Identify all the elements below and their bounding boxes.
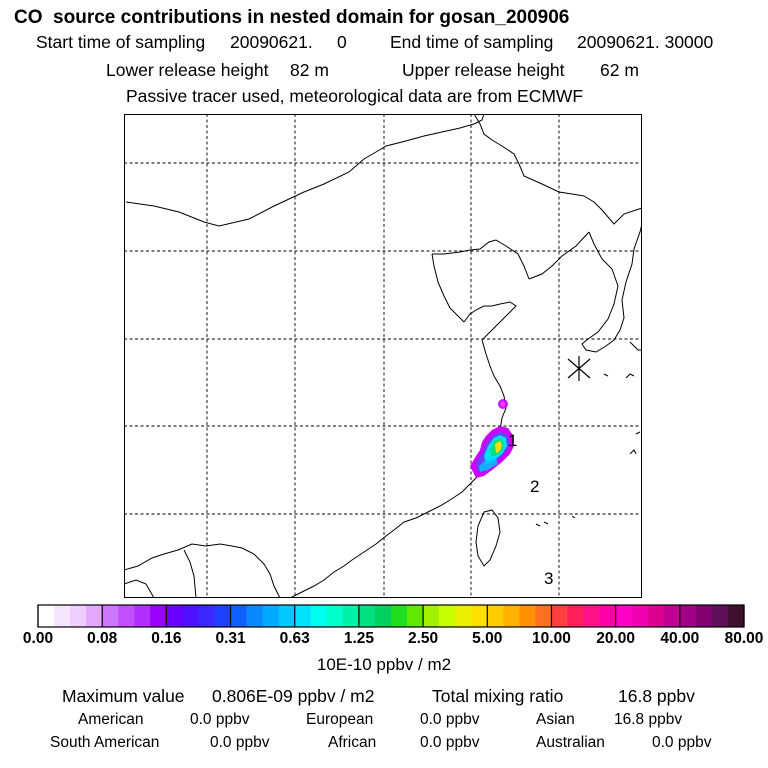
colorbar-swatch [374,605,392,627]
colorbar-swatch [182,605,199,627]
tracer-note: Passive tracer used, meteorological data… [126,86,584,106]
colorbar-swatch [615,605,632,627]
colorbar-tick-label: 5.00 [472,630,503,647]
region-asian-label: Asian [536,711,575,728]
colorbar-swatch [326,605,344,627]
colorbar-tick-label: 2.50 [407,630,439,647]
colorbar-swatch [695,605,713,627]
colorbar-swatch [86,605,103,627]
colorbar-swatch [439,605,456,627]
coastlines [124,114,642,598]
colorbar-tick-label: 0.00 [22,630,54,647]
colorbar-swatch [679,605,697,627]
colorbar-tick-label: 40.00 [660,630,700,647]
region-european-label: European [306,711,374,728]
colorbar-swatch [358,605,376,627]
colorbar-swatch [342,605,360,627]
max-value-label: Maximum value [62,686,185,706]
colorbar-tick-label: 10.00 [532,630,571,647]
region-south-american-value: 0.0 ppbv [210,734,270,751]
map-panel: 1 2 3 [124,114,642,598]
region-south-american-label: South American [50,734,160,751]
end-time-value: 20090621. 30000 [577,32,714,52]
colorbar-swatch [294,605,312,627]
colorbar-swatch [246,605,263,627]
colorbar-swatch [278,605,296,627]
end-time-label: End time of sampling [390,32,554,52]
colorbar-tick-label: 20.00 [596,630,636,647]
colorbar-tick-label: 1.25 [343,630,374,647]
colorbar-swatch [166,605,183,627]
graticule [124,114,642,598]
plume-field [470,399,514,478]
colorbar-swatch [70,605,87,627]
region-american-value: 0.0 ppbv [190,711,250,728]
total-mixing-value: 16.8 ppbv [618,686,695,706]
map-border [124,114,642,598]
colorbar-swatch [150,605,167,627]
region-asian-value: 16.8 ppbv [614,711,683,728]
colorbar-tick-label: 0.31 [215,630,246,647]
colorbar-swatch [198,605,215,627]
start-time-value: 20090621. 0 [230,32,347,52]
colorbar-swatch [711,605,729,627]
region-label-1: 1 [508,431,517,450]
region-african-value: 0.0 ppbv [420,734,480,751]
lower-height-value: 82 m [290,60,329,80]
colorbar-swatch [102,605,119,627]
colorbar-swatch [503,605,520,627]
colorbar-tick-label: 0.63 [279,630,310,647]
colorbar-swatch [471,605,488,627]
colorbar-swatch [134,605,151,627]
colorbar-tick-label: 0.16 [151,630,182,647]
colorbar-swatch [727,605,745,627]
region-american-label: American [78,711,144,728]
colorbar-swatch [647,605,665,627]
colorbar-swatch [455,605,472,627]
colorbar-swatch [407,605,424,627]
colorbar-swatch [631,605,649,627]
colorbar-swatch [391,605,408,627]
upper-height-label: Upper release height [402,60,565,80]
colorbar-swatch [262,605,279,627]
colorbar-border [37,604,745,628]
colorbar-swatch [583,605,600,627]
region-australian-label: Australian [536,734,605,751]
colorbar-swatch [567,605,584,627]
region-african-label: African [328,734,377,751]
total-mixing-label: Total mixing ratio [432,686,564,706]
colorbar-swatch [535,605,552,627]
colorbar-swatch [663,605,681,627]
colorbar-swatch [487,605,504,627]
colorbar-swatch [551,605,568,627]
max-value: 0.806E-09 ppbv / m2 [212,686,375,706]
colorbar-swatch [54,605,71,627]
lower-height-label: Lower release height [106,60,269,80]
colorbar-swatch [423,605,440,627]
colorbar-swatch [310,605,328,627]
region-label-3: 3 [544,569,553,588]
plot-title: CO source contributions in nested domain… [14,7,570,28]
region-european-value: 0.0 ppbv [420,711,480,728]
upper-height-value: 62 m [600,60,639,80]
station-star-icon [567,356,591,381]
colorbar-tick-label: 0.08 [87,630,118,647]
region-label-2: 2 [530,477,539,496]
colorbar-unit: 10E-10 ppbv / m2 [316,655,452,674]
colorbar [37,604,745,633]
colorbar-swatch [519,605,536,627]
colorbar-swatch [599,605,616,627]
start-time-label: Start time of sampling [36,32,206,52]
colorbar-swatch [214,605,231,627]
colorbar-swatch [38,605,55,627]
colorbar-swatch [230,605,247,627]
colorbar-swatch [118,605,135,627]
colorbar-tick-label: 80.00 [724,630,764,647]
region-australian-value: 0.0 ppbv [652,734,712,751]
